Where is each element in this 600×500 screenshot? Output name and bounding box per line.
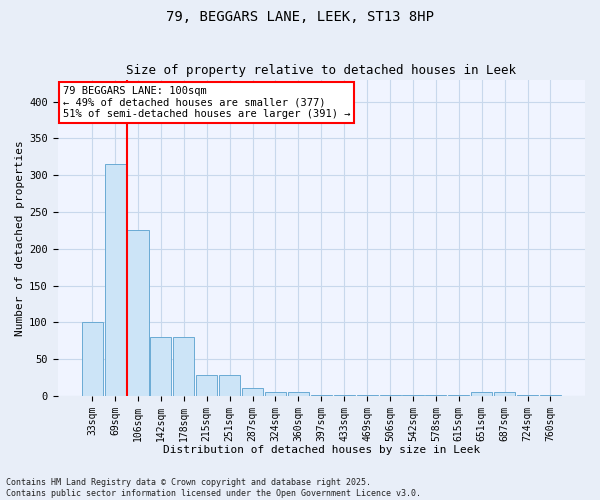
Bar (242, 388, 263, 396)
Title: Size of property relative to detached houses in Leek: Size of property relative to detached ho… (127, 64, 517, 77)
Bar (173, 337, 194, 396)
Bar (517, 395, 538, 396)
Bar (403, 395, 424, 396)
Bar (151, 337, 172, 396)
Bar (265, 392, 286, 396)
Y-axis label: Number of detached properties: Number of detached properties (15, 140, 25, 336)
X-axis label: Distribution of detached houses by size in Leek: Distribution of detached houses by size … (163, 445, 480, 455)
Bar (425, 395, 446, 396)
Bar (540, 395, 561, 396)
Bar (494, 392, 515, 396)
Text: 79, BEGGARS LANE, LEEK, ST13 8HP: 79, BEGGARS LANE, LEEK, ST13 8HP (166, 10, 434, 24)
Bar (104, 164, 125, 396)
Bar (127, 230, 149, 396)
Text: Contains HM Land Registry data © Crown copyright and database right 2025.
Contai: Contains HM Land Registry data © Crown c… (6, 478, 421, 498)
Bar (288, 392, 309, 396)
Bar (82, 322, 103, 396)
Bar (311, 395, 332, 396)
Bar (219, 376, 240, 396)
Bar (356, 395, 377, 396)
Bar (380, 395, 401, 396)
Bar (471, 392, 492, 396)
Text: 79 BEGGARS LANE: 100sqm
← 49% of detached houses are smaller (377)
51% of semi-d: 79 BEGGARS LANE: 100sqm ← 49% of detache… (63, 86, 350, 119)
Bar (196, 376, 217, 396)
Bar (334, 395, 355, 396)
Bar (448, 395, 469, 396)
